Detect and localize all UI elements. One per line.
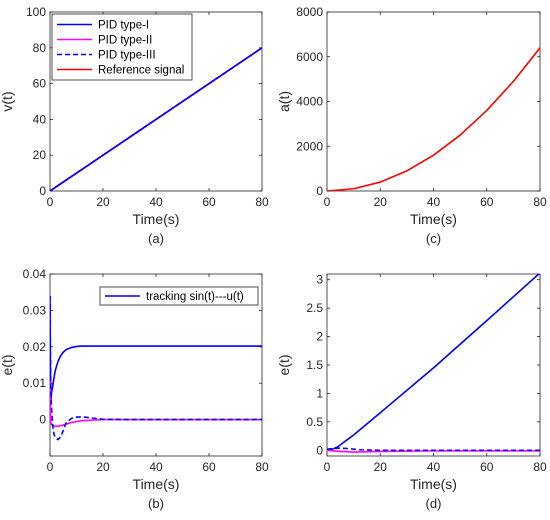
y-tick-label: 0.04 xyxy=(23,267,47,281)
y-tick-label: 20 xyxy=(33,148,47,162)
x-tick-label: 80 xyxy=(255,195,269,209)
x-tick-label: 20 xyxy=(374,460,388,474)
y-tick-label: 2000 xyxy=(296,139,323,153)
y-tick-label: 0.01 xyxy=(23,376,47,390)
x-tick-label: 40 xyxy=(149,460,163,474)
y-tick-label: 1 xyxy=(316,386,323,400)
y-tick-label: 0 xyxy=(39,413,46,427)
series-line xyxy=(50,295,262,441)
legend-entry: PID type-II xyxy=(98,35,152,47)
y-axis-label: a(t) xyxy=(276,91,292,112)
x-tick-label: 60 xyxy=(202,460,216,474)
chart-panel: 0 20 40 60 80 0 20 40 60 80 100 Time(s) v(t) (a) PID t… xyxy=(0,5,269,246)
plot-area xyxy=(326,11,541,192)
chart-panel: 0 20 40 60 80 0 0.5 1 1.5 2 2.5 3 Time(s) e(t) (d) xyxy=(276,273,547,511)
panel-caption: (d) xyxy=(426,496,442,511)
series-line xyxy=(50,47,262,191)
x-tick-label: 40 xyxy=(149,195,163,209)
chart-panel: 0 20 40 60 80 0 2000 4000 6000 8000 Time(s) a(t) (c) xyxy=(276,5,547,246)
y-tick-label: 8000 xyxy=(296,5,323,19)
x-axis-label: Time(s) xyxy=(410,476,457,492)
series-line xyxy=(327,47,540,191)
series-line xyxy=(327,447,540,452)
y-tick-label: 0 xyxy=(316,443,323,457)
y-axis-label: e(t) xyxy=(0,355,15,376)
x-tick-label: 60 xyxy=(202,195,216,209)
y-axis-label: e(t) xyxy=(276,355,292,376)
y-tick-label: 100 xyxy=(26,5,46,19)
x-axis-label: Time(s) xyxy=(410,211,457,227)
x-tick-label: 80 xyxy=(533,195,547,209)
x-axis-label: Time(s) xyxy=(133,211,180,227)
y-tick-label: 60 xyxy=(33,77,47,91)
y-tick-label: 40 xyxy=(33,112,47,126)
y-tick-label: 0.5 xyxy=(306,415,323,429)
panel-caption: (c) xyxy=(426,231,441,246)
y-tick-label: 0 xyxy=(316,184,323,198)
legend-entry: Reference signal xyxy=(98,65,184,77)
x-tick-label: 20 xyxy=(96,195,110,209)
legend-box xyxy=(99,286,259,306)
y-tick-label: 6000 xyxy=(296,50,323,64)
x-tick-label: 0 xyxy=(324,460,331,474)
y-axis-label: v(t) xyxy=(0,91,15,111)
y-tick-label: 0.03 xyxy=(23,303,47,317)
legend-entry: PID type-III xyxy=(98,50,156,62)
y-tick-label: 80 xyxy=(33,41,47,55)
panel-caption: (b) xyxy=(148,496,164,511)
x-tick-label: 60 xyxy=(480,460,494,474)
y-tick-label: 3 xyxy=(316,273,323,287)
x-tick-label: 80 xyxy=(255,460,269,474)
legend-entry: PID type-I xyxy=(98,20,149,32)
y-tick-label: 0 xyxy=(39,184,46,198)
x-tick-label: 40 xyxy=(427,195,441,209)
y-tick-label: 0.02 xyxy=(23,340,47,354)
x-tick-label: 0 xyxy=(47,460,54,474)
y-tick-label: 1.5 xyxy=(306,358,323,372)
y-tick-label: 2 xyxy=(316,330,323,344)
x-tick-label: 0 xyxy=(324,195,331,209)
panel-caption: (a) xyxy=(148,231,164,246)
y-tick-label: 4000 xyxy=(296,95,323,109)
x-axis-label: Time(s) xyxy=(133,476,180,492)
chart-panel: 0 20 40 60 80 0 0.01 0.02 0.03 0.04 Time(s) e(t) (b)… xyxy=(0,267,269,511)
legend-entry: tracking sin(t)---u(t) xyxy=(146,291,244,303)
x-tick-label: 0 xyxy=(47,195,54,209)
x-tick-label: 80 xyxy=(533,460,547,474)
x-tick-label: 20 xyxy=(96,460,110,474)
x-tick-label: 20 xyxy=(374,195,388,209)
x-tick-label: 60 xyxy=(480,195,494,209)
y-tick-label: 2.5 xyxy=(306,301,323,315)
x-tick-label: 40 xyxy=(427,460,441,474)
